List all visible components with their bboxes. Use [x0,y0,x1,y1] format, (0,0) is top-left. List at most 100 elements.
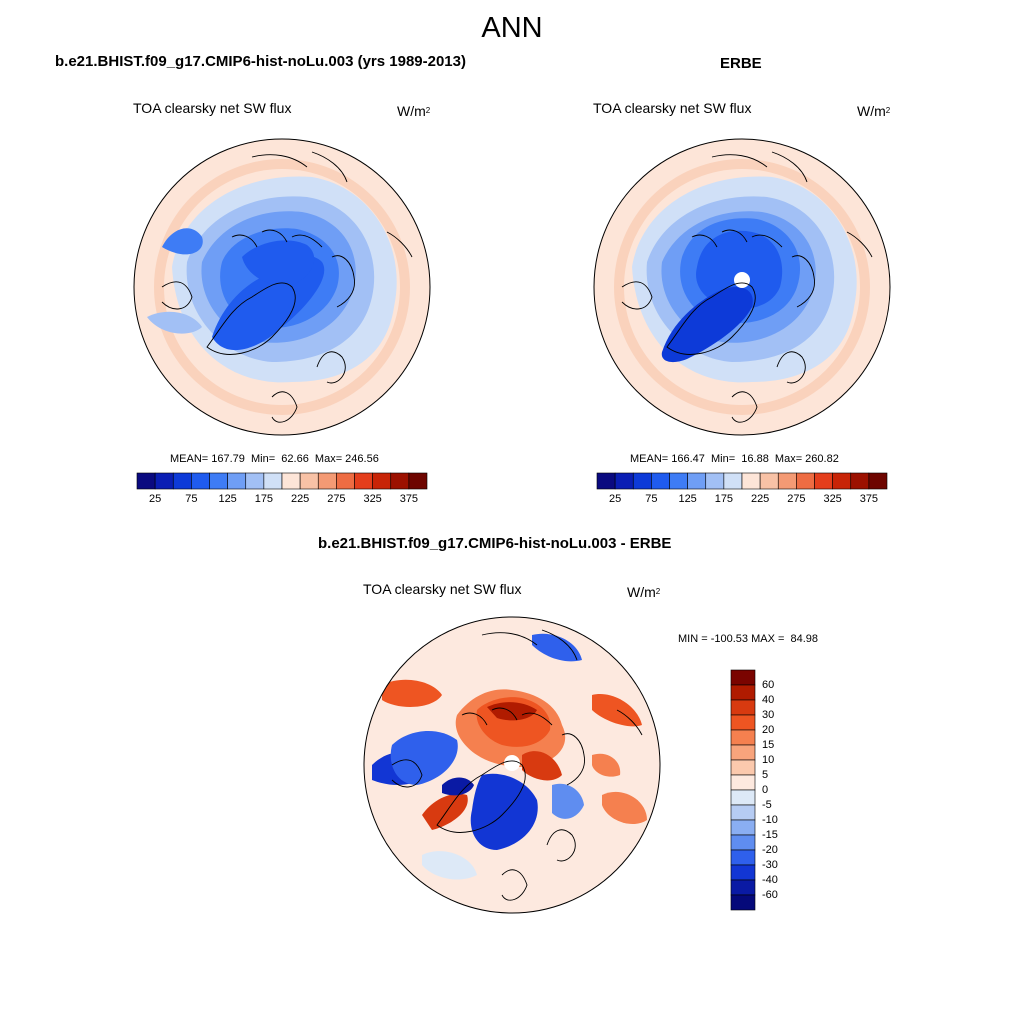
colorbar-swatch [850,472,870,490]
variable-label-obs: TOA clearsky net SW flux [593,100,752,116]
colorbar-swatch [730,774,756,791]
colorbar-tick-label: 175 [254,493,274,505]
colorbar-swatch [730,744,756,761]
units-label-diff: W/m2 [627,584,661,600]
colorbar-ticks-obs: 25 75 125 175 225 275 325 375 [597,493,887,507]
colorbar-tick-label: 10 [762,754,775,766]
colorbar-tick-label: 25 [149,493,162,505]
colorbar-swatch [730,759,756,776]
colorbar-swatch [632,472,652,490]
colorbar-tick-label: 75 [185,493,198,505]
colorbar-tick-label: 225 [290,493,310,505]
colorbar-swatch [281,472,301,490]
colorbar-tick-label: 275 [787,493,806,505]
colorbar-tick-label: -40 [762,874,778,886]
panel-title-obs: ERBE [720,55,762,72]
colorbar-tick-label: 15 [762,739,775,751]
colorbar-swatch [705,472,725,490]
colorbar-swatch [263,472,283,490]
colorbar-obs [596,472,888,490]
colorbar-swatch [796,472,815,490]
colorbar-tick-label: 5 [762,769,769,781]
missing-data-pole-diff [504,755,520,771]
colorbar-swatch [723,472,743,490]
colorbar-swatch [730,699,756,716]
colorbar-swatch [730,669,756,686]
coastlines-model [161,151,413,423]
colorbar-tick-label: 375 [399,493,419,505]
colorbar-tick-label: 275 [327,493,346,505]
colorbar-tick-label: 125 [218,493,237,505]
colorbar-swatch [777,472,797,490]
polar-map-obs [593,138,891,436]
colorbar-swatch [730,894,756,911]
colorbar-swatch [136,472,156,490]
colorbar-tick-label: 225 [750,493,770,505]
polar-map-model [133,138,431,436]
colorbar-swatch [759,472,779,490]
units-label-model: W/m2 [397,103,431,119]
colorbar-swatch [741,472,761,490]
colorbar-tick-label: -60 [762,889,778,901]
colorbar-tick-label: -10 [762,814,778,826]
colorbar-swatch [317,472,337,490]
variable-label-model: TOA clearsky net SW flux [133,100,292,116]
map-border-model [133,138,431,436]
colorbar-swatch [730,864,756,881]
colorbar-swatch [814,472,833,490]
colorbar-tick-label: -5 [762,799,772,811]
colorbar-swatch [832,472,852,490]
colorbar-swatch [730,789,756,806]
colorbar-tick-label: 75 [645,493,658,505]
colorbar-tick-label: -30 [762,859,778,871]
stats-diff: MIN = -100.53 MAX = 84.98 [678,633,819,645]
colorbar-swatch [596,472,616,490]
colorbar-swatch [730,834,756,851]
colorbar-tick-label: 175 [714,493,734,505]
colorbar-diff [730,669,756,911]
colorbar-swatch [614,472,634,490]
colorbar-swatch [730,849,756,866]
colorbar-swatch [154,472,174,490]
colorbar-swatch [687,472,707,490]
colorbar-swatch [372,472,392,490]
stats-obs: MEAN= 166.47 Min= 16.88 Max= 260.82 [630,453,839,465]
colorbar-swatch [336,472,355,490]
colorbar-swatch [651,472,670,490]
colorbar-tick-label: -20 [762,844,778,856]
colorbar-swatch [730,804,756,821]
colorbar-swatch [730,729,756,746]
colorbar-swatch [868,472,888,490]
colorbar-swatch [354,472,373,490]
colorbar-tick-label: 20 [762,724,775,736]
colorbar-tick-label: 25 [609,493,622,505]
panel-title-model: b.e21.BHIST.f09_g17.CMIP6-hist-noLu.003 … [55,53,466,70]
colorbar-tick-label: 325 [823,493,842,505]
colorbar-swatch [209,472,228,490]
colorbar-tick-label: 30 [762,709,775,721]
variable-label-diff: TOA clearsky net SW flux [363,581,522,597]
missing-data-pole-obs [734,272,750,288]
colorbar-tick-label: 375 [859,493,879,505]
colorbar-swatch [245,472,265,490]
colorbar-swatch [730,684,756,701]
colorbar-tick-label: 60 [762,679,775,691]
colorbar-ticks-diff: 60 40 30 20 15 10 5 0 -5 -10 -15 -20 -30 -40 -60 [762,670,802,910]
colorbar-swatch [730,879,756,896]
stats-model: MEAN= 167.79 Min= 62.66 Max= 246.56 [170,453,379,465]
colorbar-swatch [227,472,247,490]
colorbar-swatch [730,819,756,836]
colorbar-tick-label: 40 [762,694,775,706]
colorbar-model [136,472,428,490]
colorbar-swatch [172,472,192,490]
colorbar-swatch [408,472,428,490]
panel-title-diff: b.e21.BHIST.f09_g17.CMIP6-hist-noLu.003 … [318,535,672,552]
colorbar-swatch [390,472,410,490]
colorbar-swatch [669,472,688,490]
colorbar-tick-label: 325 [363,493,382,505]
units-label-obs: W/m2 [857,103,891,119]
polar-map-diff [363,616,661,914]
colorbar-tick-label: 125 [678,493,697,505]
figure-title: ANN [481,12,543,44]
colorbar-swatch [191,472,210,490]
